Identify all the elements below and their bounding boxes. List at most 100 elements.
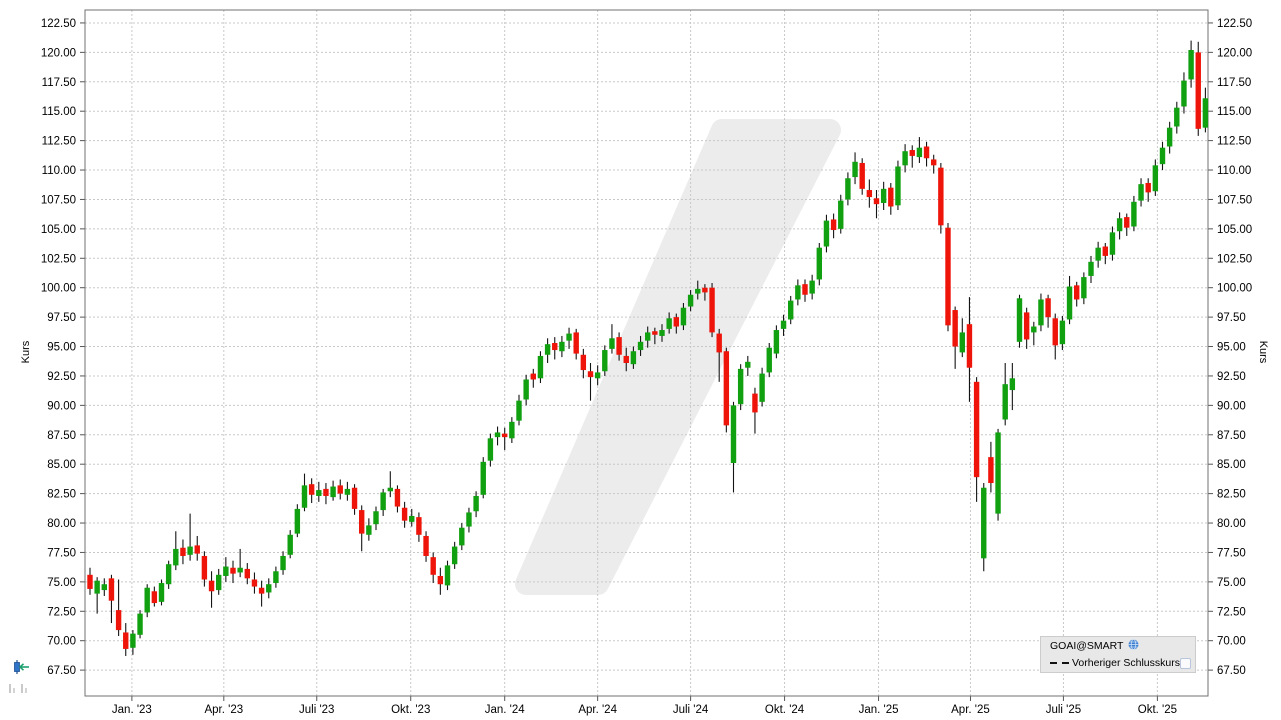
candle-body <box>852 161 858 178</box>
candle-body <box>559 341 565 352</box>
candle-body <box>180 547 186 556</box>
candle-body <box>880 188 887 203</box>
candle-body <box>1159 147 1166 165</box>
candle-body <box>473 495 479 512</box>
y-axis-title-left: Kurs <box>20 340 32 363</box>
corner-tools <box>8 658 48 698</box>
y-tick-label-left: 97.50 <box>47 312 76 324</box>
y-tick-label-right: 90.00 <box>1217 400 1246 412</box>
candle-body <box>788 300 794 320</box>
candle-body <box>645 332 651 341</box>
candle-body <box>1174 107 1180 127</box>
candle-body <box>1145 182 1151 193</box>
candle-body <box>409 515 415 522</box>
candle-body <box>1166 127 1173 147</box>
candle-body <box>509 421 515 439</box>
candle-body <box>523 379 529 400</box>
candle-body <box>1109 232 1116 255</box>
candle-body <box>1095 247 1101 261</box>
legend-box: GOAI@SMART Vorheriger Schlusskurs <box>1040 636 1196 673</box>
y-axis-title-right: Kurs <box>1257 341 1269 364</box>
candle-body <box>966 324 973 368</box>
y-tick-label-left: 115.00 <box>42 106 76 118</box>
y-tick-label-right: 77.50 <box>1217 547 1246 559</box>
candle-tool-icon[interactable] <box>14 660 30 674</box>
candle-body <box>344 488 351 495</box>
candle-body <box>416 517 422 535</box>
x-tick-label: Jan. '24 <box>485 704 526 716</box>
y-tick-label-right: 112.50 <box>1217 136 1251 148</box>
y-tick-label-left: 70.00 <box>47 636 76 648</box>
candle-body <box>1031 326 1037 333</box>
candle-body <box>1009 378 1016 391</box>
candle-body <box>394 488 401 507</box>
candle-body <box>187 546 193 555</box>
volume-bars-icon[interactable] <box>9 684 27 693</box>
y-tick-label-right: 95.00 <box>1217 342 1246 354</box>
x-tick-label: Apr. '24 <box>578 704 617 716</box>
y-tick-label-right: 80.00 <box>1217 518 1246 530</box>
candle-body <box>1038 299 1044 326</box>
y-tick-label-right: 92.50 <box>1217 371 1246 383</box>
y-tick-label-right: 70.00 <box>1217 636 1246 648</box>
candle-body <box>573 332 579 354</box>
candle-body <box>687 294 694 307</box>
candle-body <box>981 487 987 559</box>
globe-icon <box>1128 639 1139 653</box>
candle-body <box>459 527 465 546</box>
candle-body <box>695 288 701 294</box>
candle-body <box>158 583 165 602</box>
candle-body <box>502 433 508 438</box>
y-tick-label-left: 80.00 <box>47 518 76 530</box>
x-tick-label: Apr. '25 <box>951 704 990 716</box>
candle-body <box>401 507 408 521</box>
candle-body <box>544 344 551 355</box>
candle-body <box>87 574 93 589</box>
candle-body <box>909 150 915 156</box>
candle-body <box>380 492 386 511</box>
candle-body <box>723 351 730 426</box>
legend-overlay-label: Vorheriger Schlusskurs <box>1072 657 1180 669</box>
candle-body <box>359 510 365 534</box>
candle-body <box>537 355 544 379</box>
y-tick-label-left: 90.00 <box>47 400 76 412</box>
candles-layer <box>87 40 1209 656</box>
y-tick-label-right: 122.50 <box>1217 18 1252 30</box>
overlay-checkbox[interactable] <box>1179 657 1191 669</box>
candle-body <box>859 162 865 189</box>
x-tick-label: Apr. '23 <box>204 704 243 716</box>
y-tick-label-left: 67.50 <box>47 665 76 677</box>
candle-body <box>301 485 308 508</box>
y-tick-label-left: 95.00 <box>47 342 76 354</box>
y-tick-label-right: 110.00 <box>1217 165 1251 177</box>
candle-body <box>101 584 107 591</box>
y-tick-label-left: 105.00 <box>41 224 76 236</box>
candle-body <box>444 565 451 586</box>
candle-body <box>838 200 844 229</box>
candle-body <box>959 332 965 353</box>
y-tick-label-left: 107.50 <box>41 194 76 206</box>
candle-body <box>173 548 179 566</box>
candle-body <box>916 147 923 158</box>
dashed-line-sample-icon <box>1050 662 1069 664</box>
candle-body <box>1066 286 1073 320</box>
candle-body <box>602 350 608 372</box>
candle-body <box>1124 217 1130 228</box>
candle-body <box>988 457 994 484</box>
candle-body <box>216 574 222 591</box>
y-tick-label-right: 120.00 <box>1217 47 1252 59</box>
candle-body <box>945 227 951 326</box>
candle-body <box>823 220 830 247</box>
y-tick-label-left: 122.50 <box>41 18 76 30</box>
candle-body <box>208 580 215 592</box>
candle-body <box>931 159 937 166</box>
candle-body <box>1152 165 1159 192</box>
candle-body <box>137 613 143 635</box>
candle-body <box>1181 80 1187 107</box>
candle-body <box>552 342 558 351</box>
candle-body <box>280 555 286 571</box>
y-tick-label-left: 120.00 <box>41 47 76 59</box>
candle-body <box>973 381 980 478</box>
